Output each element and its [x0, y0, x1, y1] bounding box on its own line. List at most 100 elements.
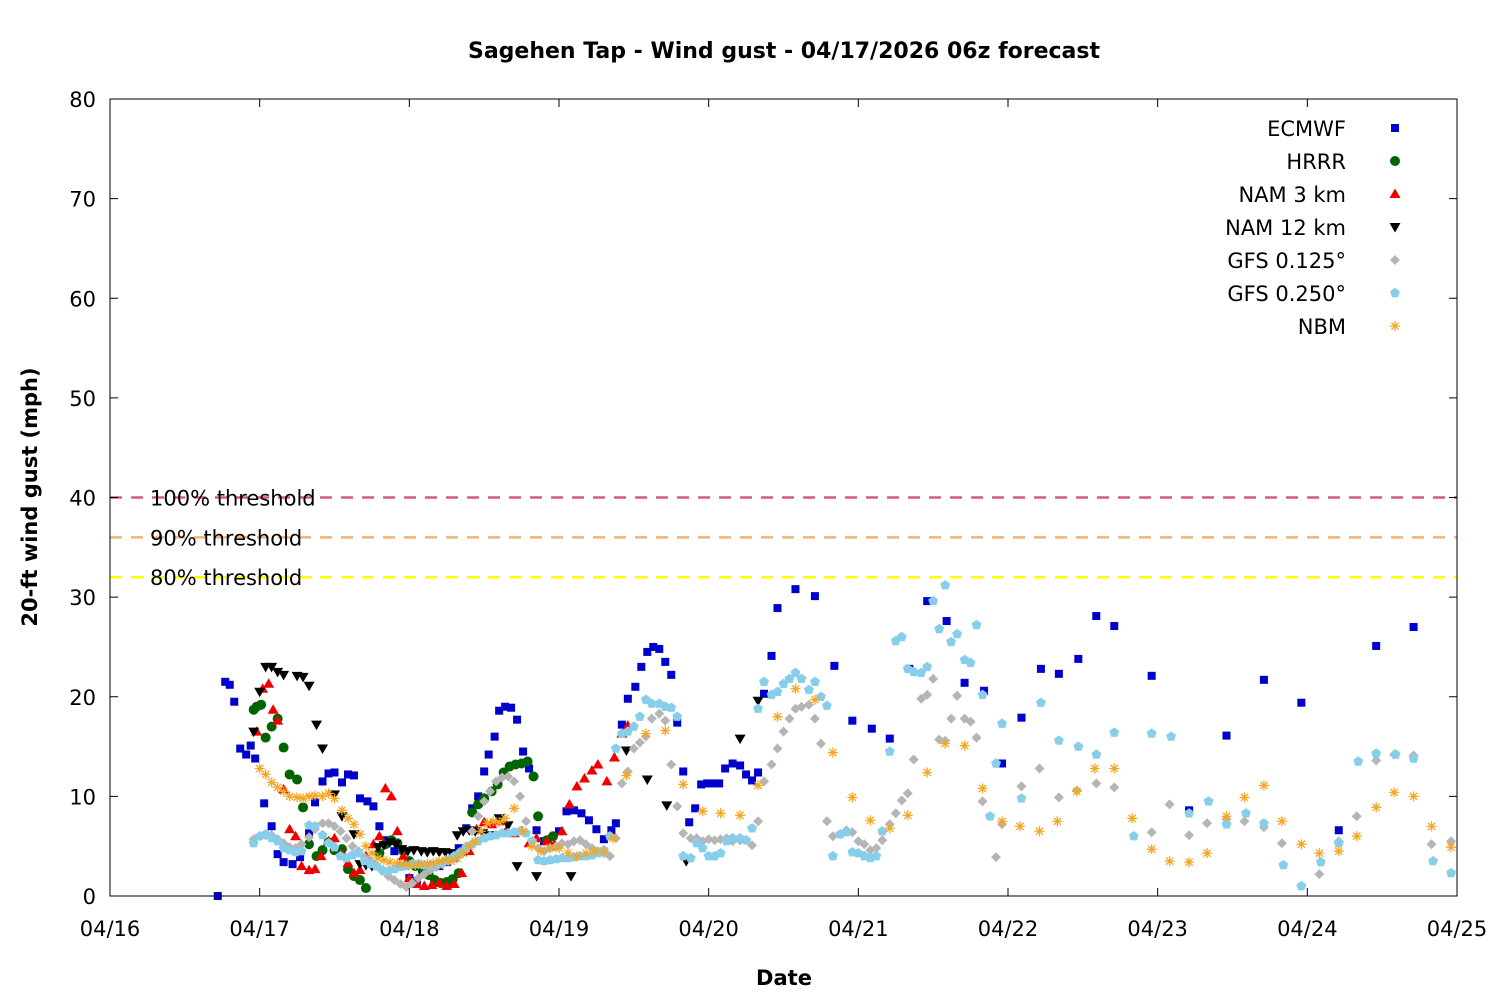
point-ecmwf [1147, 671, 1156, 680]
point-ecmwf [369, 802, 378, 811]
point-ecmwf [691, 804, 700, 813]
point-ecmwf [791, 585, 800, 594]
point-gfs-0-125 [803, 699, 814, 710]
point-nbm [1109, 763, 1120, 774]
point-ecmwf [773, 604, 782, 613]
point-nam-3-km [309, 863, 321, 874]
point-ecmwf [611, 819, 620, 828]
point-ecmwf [709, 779, 718, 788]
point-nam-3-km [578, 772, 590, 783]
threshold-label-32: 80% threshold [150, 566, 302, 590]
point-gfs-0-250 [991, 758, 1001, 768]
point-ecmwf [242, 750, 251, 759]
point-gfs-0-125 [1202, 818, 1213, 829]
point-nbm [847, 792, 858, 803]
point-ecmwf [923, 597, 932, 606]
point-ecmwf [507, 703, 516, 712]
point-nbm [621, 770, 632, 781]
y-tick-label: 80 [69, 88, 96, 112]
point-ecmwf [363, 797, 372, 806]
point-nbm [1202, 848, 1213, 859]
point-nbm [1071, 786, 1082, 797]
x-tick-label: 04/21 [828, 917, 889, 941]
point-nbm [278, 786, 289, 797]
point-ecmwf [324, 769, 333, 778]
point-nam-12-km [311, 720, 323, 731]
point-gfs-0-250 [1408, 753, 1419, 763]
point-nbm [772, 711, 783, 722]
point-ecmwf [1092, 612, 1101, 621]
point-ecmwf [221, 677, 230, 686]
legend-label-hrrr: HRRR [1286, 150, 1346, 174]
point-nbm [464, 841, 475, 852]
point-gfs-0-250 [871, 850, 882, 861]
legend-marker-nam-3-km [1389, 188, 1401, 198]
point-ecmwf [592, 825, 601, 834]
point-nbm [1239, 792, 1250, 803]
x-tick-label: 04/23 [1127, 917, 1188, 941]
point-ecmwf [337, 778, 346, 787]
point-gfs-0-250 [977, 689, 988, 699]
point-gfs-0-250 [916, 667, 927, 677]
point-nbm [372, 853, 383, 864]
point-nam-3-km [296, 860, 308, 871]
point-nam-12-km [317, 744, 329, 755]
point-nam-3-km [263, 678, 275, 688]
point-ecmwf [1110, 622, 1119, 631]
point-gfs-0-125 [815, 738, 826, 749]
point-nbm [323, 788, 334, 799]
point-nbm [254, 763, 265, 774]
threshold-label-40: 100% threshold [150, 487, 316, 511]
point-gfs-0-250 [1073, 741, 1084, 751]
point-ecmwf [617, 720, 626, 729]
point-gfs-0-250 [877, 826, 888, 836]
point-gfs-0-125 [485, 786, 496, 797]
point-gfs-0-250 [248, 838, 259, 848]
y-tick-label: 50 [69, 387, 96, 411]
point-nbm [678, 779, 689, 790]
point-nbm [404, 860, 415, 871]
point-gfs-0-250 [810, 676, 820, 686]
point-gfs-0-250 [884, 746, 895, 756]
point-ecmwf [311, 798, 320, 807]
point-gfs-0-125 [503, 771, 514, 782]
point-nbm [580, 848, 591, 859]
y-tick-label: 20 [69, 686, 96, 710]
point-ecmwf [742, 770, 751, 779]
point-nam-12-km [248, 727, 260, 738]
legend-marker-ecmwf [1391, 124, 1399, 132]
point-ecmwf [673, 718, 682, 727]
point-nbm [1034, 826, 1045, 837]
point-gfs-0-125 [666, 759, 677, 770]
point-nbm [1314, 848, 1325, 859]
point-gfs-0-250 [965, 657, 976, 668]
point-nbm [336, 805, 347, 816]
point-gfs-0-125 [1239, 816, 1250, 827]
point-nam-12-km [752, 696, 764, 707]
point-nam-3-km [456, 867, 468, 878]
point-gfs-0-125 [616, 778, 627, 789]
point-nam-3-km [290, 830, 302, 841]
point-gfs-0-250 [841, 827, 852, 837]
point-nam-12-km [661, 801, 673, 811]
point-nam-3-km [315, 850, 327, 861]
point-nam-3-km [385, 790, 397, 801]
point-nbm [366, 848, 377, 859]
point-gfs-0-125 [628, 743, 639, 754]
point-hrrr [278, 742, 289, 753]
point-gfs-0-250 [272, 836, 283, 846]
point-gfs-0-250 [922, 661, 933, 672]
point-nbm [1389, 787, 1400, 798]
point-gfs-0-250 [934, 623, 945, 634]
point-nbm [697, 806, 708, 817]
point-ecmwf [728, 759, 737, 768]
point-ecmwf [1222, 731, 1231, 740]
point-nam-12-km [378, 841, 390, 851]
point-ecmwf [390, 847, 399, 856]
point-ecmwf [584, 816, 593, 825]
point-gfs-0-125 [521, 816, 532, 827]
point-gfs-0-250 [1353, 756, 1364, 766]
point-nbm [562, 848, 573, 859]
point-ecmwf [484, 750, 493, 759]
point-gfs-0-125 [922, 689, 933, 700]
